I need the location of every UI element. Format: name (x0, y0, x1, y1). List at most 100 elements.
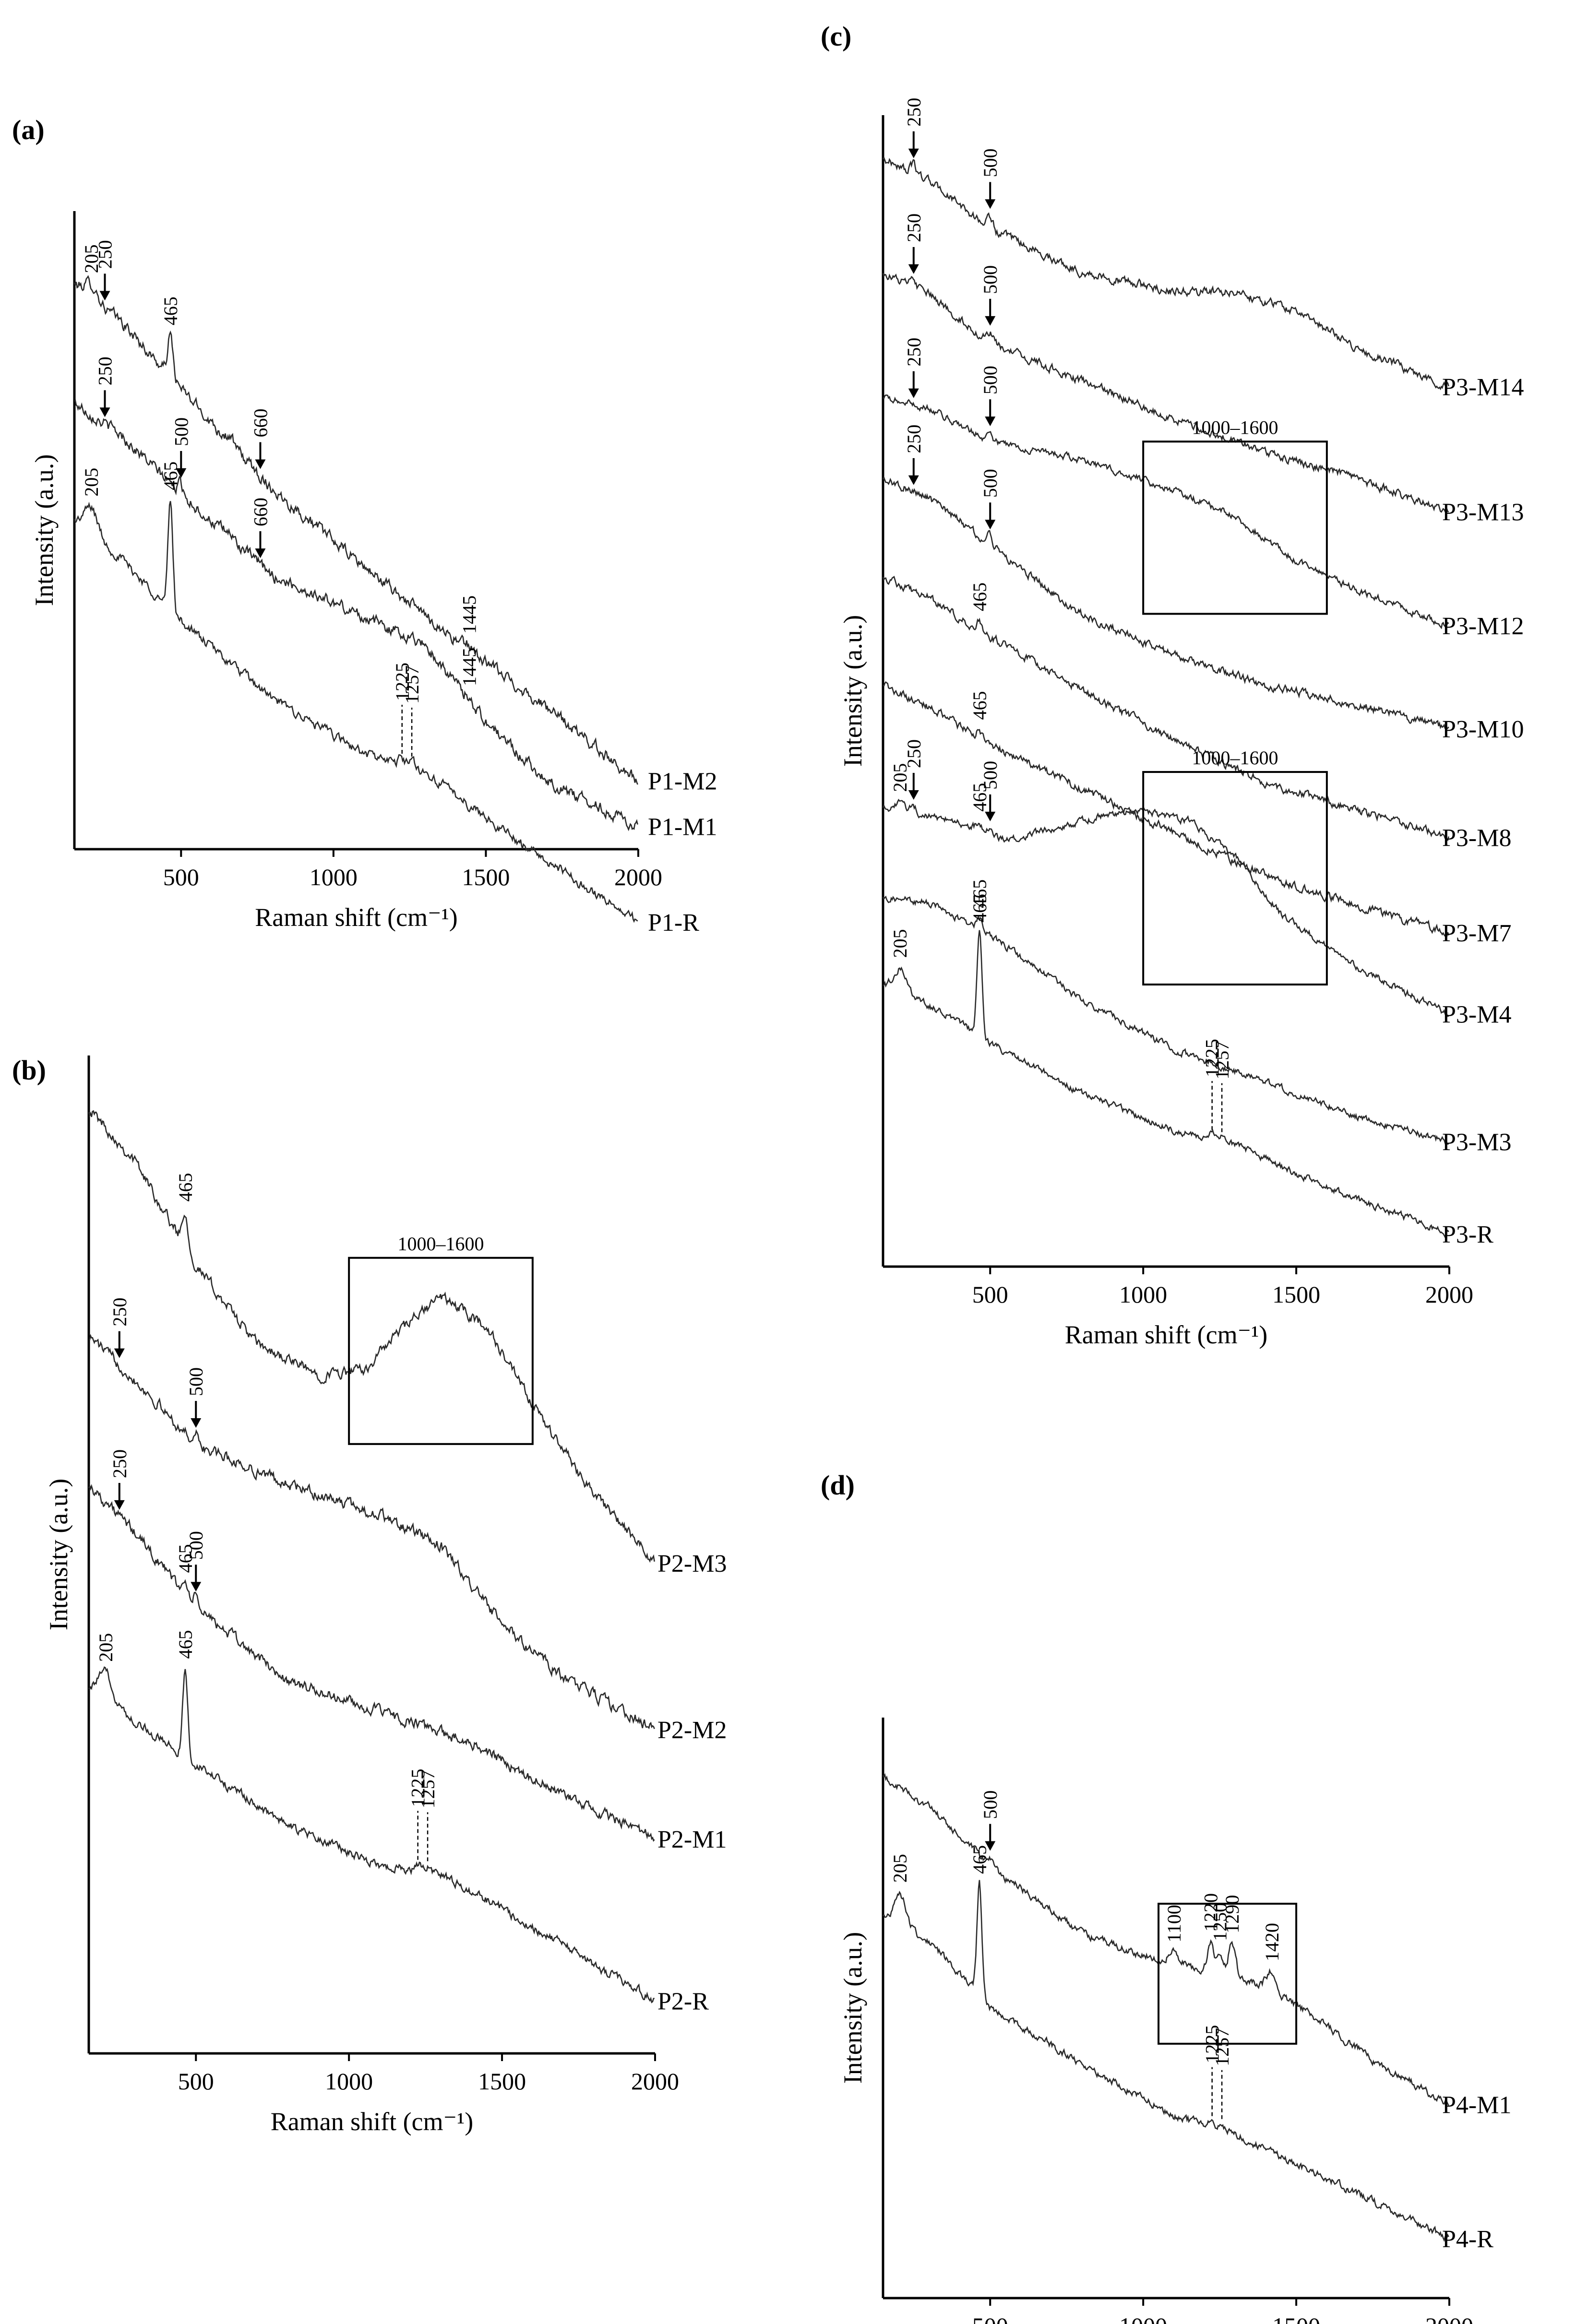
x-tick-label: 1500 (462, 864, 510, 890)
peak-label: 465 (175, 1630, 196, 1659)
x-tick-label: 2000 (1425, 1281, 1473, 1308)
peak-label: 465 (969, 879, 991, 908)
series-label: P1-M2 (648, 768, 717, 795)
peak-label: 250 (903, 338, 925, 367)
peak-label: 465 (160, 462, 181, 490)
series-label: P2-M3 (657, 1550, 727, 1577)
x-axis-title: Raman shift (cm⁻¹) (1065, 1320, 1268, 1349)
series-label: P3-M7 (1442, 920, 1511, 947)
range-box-label: 1000–1600 (1192, 747, 1278, 769)
x-tick-label: 1000 (1119, 2312, 1167, 2324)
spectrum-p3-m12 (883, 394, 1449, 629)
arrow-head-icon (114, 1348, 125, 1358)
peak-label: 500 (979, 265, 1001, 294)
spectrum-p1-m1 (74, 399, 638, 831)
peak-label: 465 (969, 783, 991, 812)
highlight-range-box (1142, 440, 1328, 615)
panel-b: (b) 500 1000 1500 2000 Raman shift (cm⁻¹) Inte… (12, 1055, 727, 2136)
range-box-label: 1000–1600 (1192, 416, 1278, 438)
series-label: P3-M12 (1442, 613, 1524, 640)
series-label: P1-R (648, 909, 699, 937)
peak-label: 1257 (417, 1770, 439, 1808)
spectrum-p3-m10 (882, 476, 1449, 730)
peak-label: 250 (903, 213, 925, 242)
arrow-head-icon (99, 291, 110, 301)
highlight-range-box (1158, 1902, 1298, 2045)
spectrum-p2-m1 (88, 1483, 655, 1842)
peak-label: 465 (175, 1173, 196, 1202)
peak-label: 205 (95, 1633, 117, 1662)
peak-label: 500 (979, 761, 1001, 790)
spectrum-p4-r (883, 1880, 1449, 2242)
peak-label: 1445 (459, 648, 480, 686)
spectrum-p4-m1 (882, 1773, 1449, 2106)
spectrum-p3-r (883, 930, 1449, 1239)
peak-label: 1257 (401, 665, 423, 704)
spectrum-p1-r (73, 501, 638, 923)
series-label: P1-M1 (648, 814, 717, 841)
series-label: P4-M1 (1442, 2092, 1511, 2119)
panel-label: (c) (821, 21, 851, 52)
peak-label: 500 (979, 366, 1001, 394)
peak-label: 660 (250, 498, 271, 526)
arrow-head-icon (985, 1841, 996, 1851)
arrow-head-icon (191, 1582, 202, 1592)
peak-label: 500 (979, 148, 1001, 177)
peak-label: 465 (160, 296, 181, 325)
series-label: P2-M2 (657, 1717, 727, 1744)
peak-label: 250 (95, 356, 116, 385)
peak-label: 250 (903, 425, 925, 453)
panel-label: (b) (12, 1055, 46, 1086)
peak-label: 500 (170, 417, 192, 446)
series-label: P3-M4 (1442, 1001, 1511, 1029)
peak-label: 465 (175, 1544, 196, 1573)
peak-label: 500 (185, 1531, 207, 1560)
arrow-head-icon (985, 316, 996, 326)
peak-label: 465 (969, 1845, 991, 1874)
x-tick-label: 1000 (325, 2068, 373, 2095)
x-tick-label: 500 (163, 864, 199, 890)
spectrum-p2-m2 (88, 1334, 655, 1730)
peak-label: 205 (81, 244, 102, 273)
peak-label: 250 (903, 739, 925, 768)
peak-label: 1220 (1200, 1893, 1221, 1932)
series-label: P4-R (1442, 2226, 1493, 2253)
peak-label: 465 (969, 691, 991, 720)
x-tick-label: 500 (972, 2312, 1008, 2324)
panel-c: (c) 500 1000 1500 2000 Raman shift (cm⁻¹) Inte… (821, 21, 1524, 1349)
x-axis-title: Raman shift (cm⁻¹) (255, 903, 458, 932)
spectrum-p3-m8 (882, 576, 1449, 842)
x-tick-label: 1000 (310, 864, 358, 890)
spectrum-p3-m4 (882, 798, 1449, 1018)
x-tick-label: 2000 (1425, 2312, 1473, 2324)
peak-label: 250 (109, 1449, 131, 1478)
peak-label: 205 (81, 468, 102, 497)
x-tick-label: 2000 (631, 2068, 679, 2095)
peak-label: 250 (109, 1298, 131, 1327)
peak-label: 1100 (1163, 1905, 1185, 1943)
arrow-head-icon (99, 407, 110, 417)
peak-label: 1225 (392, 663, 413, 701)
spectrum-p1-m2 (73, 275, 638, 785)
peak-label: 1420 (1261, 1923, 1283, 1961)
peak-label: 205 (889, 763, 911, 792)
panel-label: (d) (821, 1470, 855, 1501)
x-tick-label: 1500 (1272, 2312, 1320, 2324)
y-axis-title: Intensity (a.u.) (838, 615, 867, 767)
arrow-head-icon (908, 264, 919, 274)
peak-label: 1250 (1209, 1903, 1231, 1941)
peak-label: 1290 (1221, 1895, 1243, 1933)
range-box-label: 1000–1600 (398, 1233, 484, 1255)
peak-label: 660 (250, 409, 271, 438)
x-tick-label: 500 (178, 2068, 214, 2095)
arrow-head-icon (985, 811, 996, 821)
peak-label: 205 (889, 929, 911, 958)
peak-label: 465 (969, 582, 991, 611)
series-label: P2-M1 (657, 1826, 727, 1853)
arrow-head-icon (114, 1500, 125, 1510)
series-label: P3-M14 (1442, 374, 1524, 401)
series-label: P3-M13 (1442, 498, 1524, 526)
arrow-head-icon (908, 475, 919, 485)
